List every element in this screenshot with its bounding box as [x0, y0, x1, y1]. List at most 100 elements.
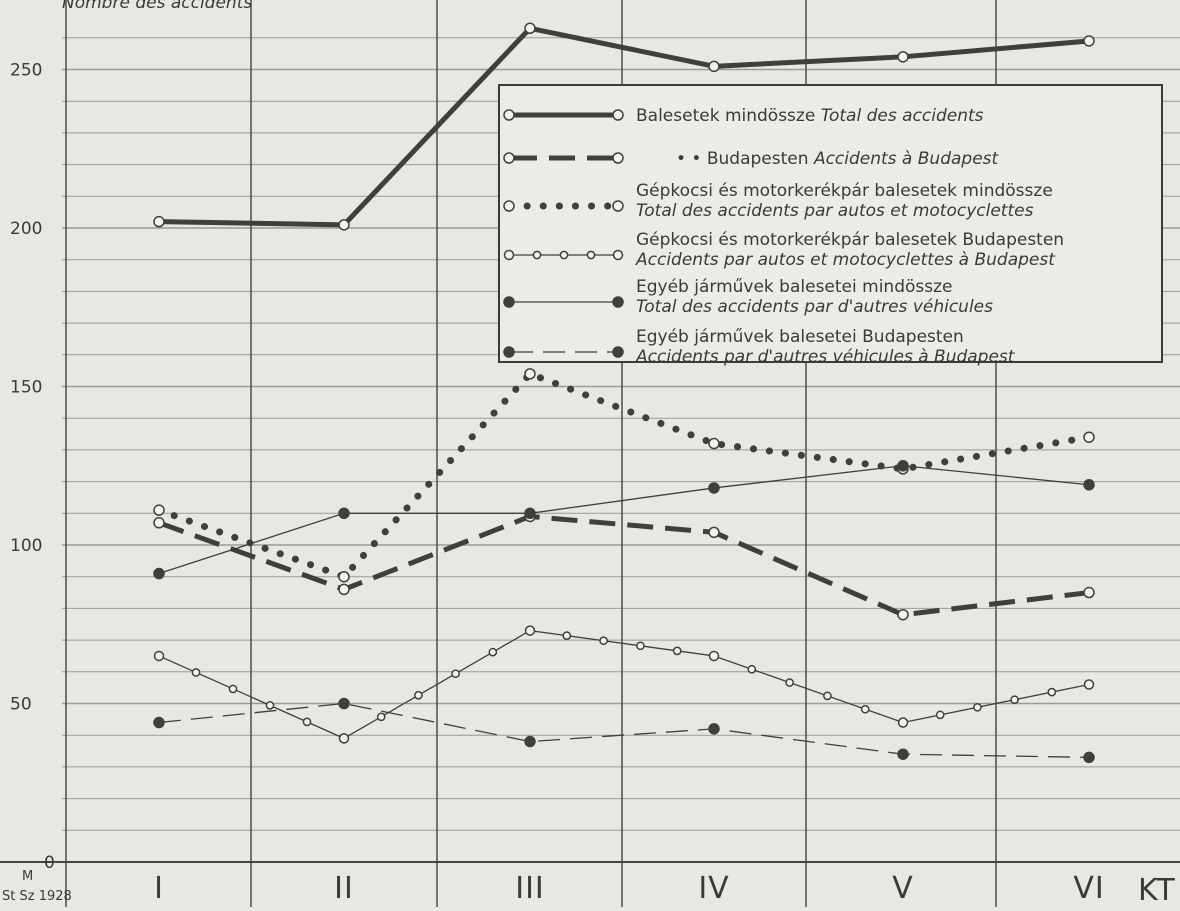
y-tick-label: 0: [44, 853, 55, 873]
x-tick-label: VI: [1073, 871, 1104, 906]
data-point-other_bp: [338, 697, 350, 710]
legend-swatch-marker: [612, 346, 624, 358]
legend-prefix: • •: [676, 149, 707, 169]
data-point-other_bp: [708, 723, 720, 735]
data-point-total: [338, 219, 350, 231]
x-tick-label: III: [515, 871, 545, 906]
series-layer: [153, 22, 1095, 764]
series-tick-marker: [376, 712, 386, 722]
data-point-other_total: [524, 507, 536, 520]
legend-entry-total: Balesetek mindössze Total des accidents: [503, 106, 984, 126]
legend-swatch-marker: [612, 152, 624, 164]
x-tick-label: V: [892, 871, 914, 906]
series-line-auto_total: [155, 370, 1093, 581]
series-tick-marker: [785, 678, 794, 687]
data-point-auto_bp: [524, 625, 536, 636]
data-point-total: [1083, 35, 1095, 47]
series-line-auto_bp: [158, 629, 1090, 740]
y-tick-label: 200: [10, 219, 42, 239]
legend-name-fr: Total des accidents par d'autres véhicul…: [636, 297, 993, 317]
data-point-total: [153, 215, 165, 228]
legend-name-fr: Accidents à Budapest: [813, 149, 1000, 169]
series-line-budapest: [158, 513, 1090, 618]
data-point-other_bp: [153, 716, 165, 729]
y-axis-label: Nombre des accidents: [62, 0, 252, 13]
legend-entry-auto_bp: Gépkocsi és motorkerékpár balesetek Buda…: [503, 230, 1064, 270]
legend-swatch-marker: [612, 296, 624, 308]
data-point-other_total: [338, 507, 350, 520]
data-point-auto_bp: [897, 717, 909, 728]
legend-swatch-marker: [503, 346, 515, 358]
series-tick-marker: [599, 636, 608, 646]
data-point-budapest: [1083, 586, 1095, 599]
data-point-auto_total: [338, 570, 350, 583]
legend: Balesetek mindössze Total des accidents •…: [498, 84, 1163, 367]
legend-swatch-marker: [503, 152, 515, 164]
data-point-auto_bp: [708, 650, 720, 662]
data-point-auto_total: [708, 437, 720, 450]
y-tick-label: 100: [10, 536, 42, 556]
series-other_total: [153, 460, 1095, 580]
legend-label: Balesetek mindössze Total des accidents: [636, 106, 984, 126]
series-tick-marker: [451, 669, 460, 679]
legend-swatch-marker: [612, 249, 624, 261]
series-tick-marker: [1047, 687, 1057, 697]
legend-entries: Balesetek mindössze Total des accidents •…: [503, 106, 1064, 367]
x-tick-label: I: [154, 871, 164, 906]
series-auto_bp: [153, 625, 1095, 744]
data-point-other_total: [897, 460, 909, 472]
data-point-total: [897, 51, 909, 63]
data-point-other_bp: [897, 748, 909, 760]
legend-name-hu: Balesetek mindössze: [636, 106, 821, 126]
legend-name-hu: Budapesten: [707, 149, 814, 169]
data-point-other_bp: [1083, 751, 1095, 764]
data-point-budapest: [338, 583, 350, 596]
series-tick-marker: [1010, 695, 1019, 705]
legend-name-hu: Egyéb járművek balesetei Budapesten: [636, 327, 964, 347]
series-tick-marker: [672, 646, 682, 656]
data-point-other_total: [708, 482, 720, 494]
series-tick-marker: [973, 702, 982, 712]
series-total: [153, 22, 1095, 231]
legend-swatch-marker: [503, 109, 515, 121]
legend-swatch-marker: [503, 296, 515, 308]
series-line-total: [158, 25, 1090, 228]
x-tick-label: IV: [698, 871, 729, 906]
series-tick-marker: [191, 668, 201, 677]
series-line-other_bp: [158, 702, 1090, 759]
series-budapest: [153, 510, 1095, 621]
legend-name-fr: Total des accidents par autos et motocyc…: [636, 201, 1034, 221]
legend-swatch-marker: [612, 200, 624, 212]
legend-name-fr: Total des accidents: [821, 106, 984, 126]
legend-swatch-marker: [559, 250, 569, 260]
data-point-auto_total: [524, 368, 536, 380]
legend-swatch-marker: [503, 249, 515, 261]
legend-name-hu: Gépkocsi és motorkerékpár balesetek mind…: [636, 181, 1053, 201]
data-point-auto_bp: [1083, 679, 1095, 690]
corner-label-bottom: St Sz 1928: [2, 889, 72, 904]
series-tick-marker: [228, 684, 238, 694]
series-tick-marker: [265, 701, 275, 710]
data-point-other_bp: [524, 735, 536, 748]
legend-name-fr: Accidents par autos et motocyclettes à B…: [635, 250, 1056, 270]
data-point-budapest: [153, 517, 165, 529]
data-point-auto_bp: [153, 650, 165, 662]
series-auto_total: [153, 368, 1095, 583]
data-point-total: [524, 22, 536, 35]
data-point-total: [708, 60, 720, 73]
legend-name-fr: Accidents par d'autres véhicules à Budap…: [635, 347, 1016, 367]
data-point-auto_total: [153, 504, 165, 516]
series-tick-marker: [747, 664, 757, 674]
series-tick-marker: [935, 710, 945, 720]
data-point-budapest: [897, 608, 909, 621]
y-tick-label: 50: [10, 695, 32, 715]
series-tick-marker: [636, 641, 645, 651]
series-tick-marker: [562, 631, 572, 641]
series-tick-marker: [823, 691, 832, 701]
series-tick-marker: [488, 647, 498, 657]
legend-name-hu: Egyéb járművek balesetei mindössze: [636, 277, 952, 297]
data-point-budapest: [708, 526, 720, 539]
series-line-other_total: [158, 465, 1090, 575]
